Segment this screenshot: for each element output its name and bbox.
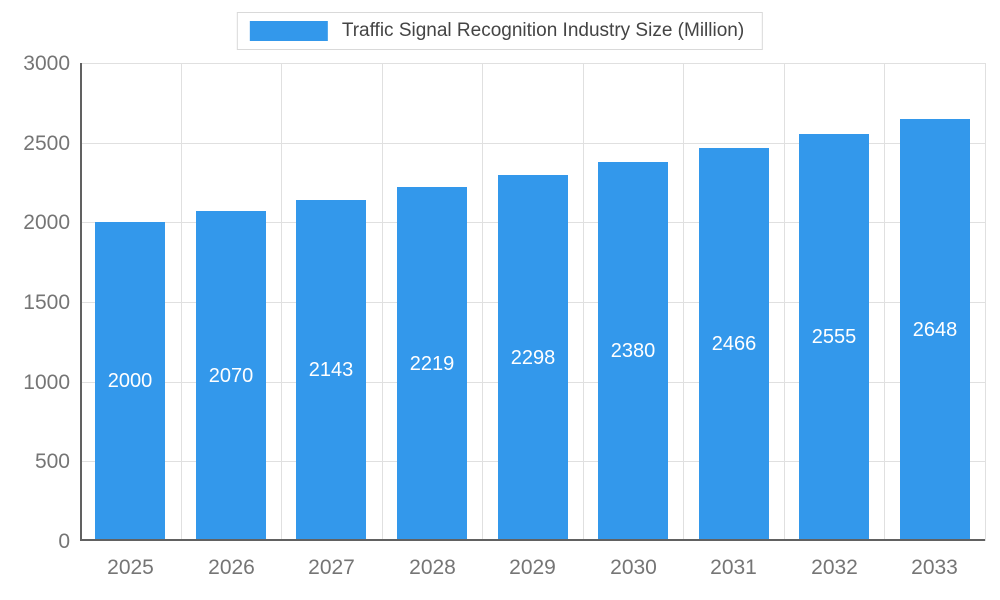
bar-2033: 2648: [900, 119, 970, 541]
bar-2025: 2000: [95, 222, 165, 541]
bar-value-label: 2466: [711, 333, 757, 355]
bar-value-label: 2555: [811, 326, 857, 348]
bar-2031: 2466: [699, 148, 769, 541]
bar-2030: 2380: [598, 162, 668, 541]
x-tick-label: 2026: [208, 556, 255, 579]
v-gridline: [382, 63, 383, 541]
y-tick-label: 1500: [23, 291, 70, 314]
v-gridline: [884, 63, 885, 541]
bar-value-label: 2070: [208, 365, 254, 387]
v-gridline: [482, 63, 483, 541]
bar-2026: 2070: [196, 211, 266, 541]
x-tick-label: 2030: [610, 556, 657, 579]
x-tick-label: 2031: [710, 556, 757, 579]
v-gridline: [181, 63, 182, 541]
v-gridline: [281, 63, 282, 541]
bar-value-label: 2648: [912, 319, 958, 341]
v-gridline: [784, 63, 785, 541]
chart-title: Traffic Signal Recognition Industry Size…: [341, 20, 745, 41]
h-gridline: [80, 63, 985, 64]
y-axis-labels: 0 500 1000 1500 2000 2500 3000: [0, 53, 70, 552]
v-gridline: [683, 63, 684, 541]
x-axis-line: [80, 539, 985, 541]
plot-area: 2000 2070 2143 2219 2298 2380 2466 2555 2648: [80, 63, 986, 541]
h-gridline: [80, 142, 985, 144]
bar-2032: 2555: [799, 134, 869, 541]
y-tick-label: 2000: [23, 211, 70, 235]
bar-value-label: 2380: [610, 340, 656, 362]
legend-swatch: [249, 21, 328, 41]
y-axis-line: [80, 63, 82, 541]
x-tick-label: 2029: [509, 556, 556, 579]
y-tick-label: 2500: [23, 131, 70, 155]
v-gridline: [985, 63, 986, 541]
y-tick-label: 500: [34, 450, 70, 474]
x-tick-label: 2033: [911, 556, 958, 579]
bar-value-label: 2298: [510, 347, 556, 369]
bar-value-label: 2000: [107, 370, 153, 392]
x-tick-label: 2032: [811, 556, 858, 579]
bar-value-label: 2219: [409, 353, 455, 375]
y-tick-label: 3000: [23, 52, 70, 75]
bar-2027: 2143: [296, 200, 366, 541]
x-tick-label: 2028: [409, 556, 456, 579]
bar-value-label: 2143: [308, 359, 354, 381]
y-tick-label: 0: [58, 530, 70, 553]
x-tick-label: 2025: [107, 556, 154, 579]
bar-2029: 2298: [498, 175, 568, 541]
v-gridline: [583, 63, 584, 541]
x-axis-labels: 2025 2026 2027 2028 2029 2030 2031 2032 2033: [80, 556, 985, 586]
y-tick-label: 1000: [23, 370, 70, 394]
x-tick-label: 2027: [308, 556, 355, 579]
chart-legend: Traffic Signal Recognition Industry Size…: [236, 12, 764, 50]
bar-2028: 2219: [397, 187, 467, 541]
